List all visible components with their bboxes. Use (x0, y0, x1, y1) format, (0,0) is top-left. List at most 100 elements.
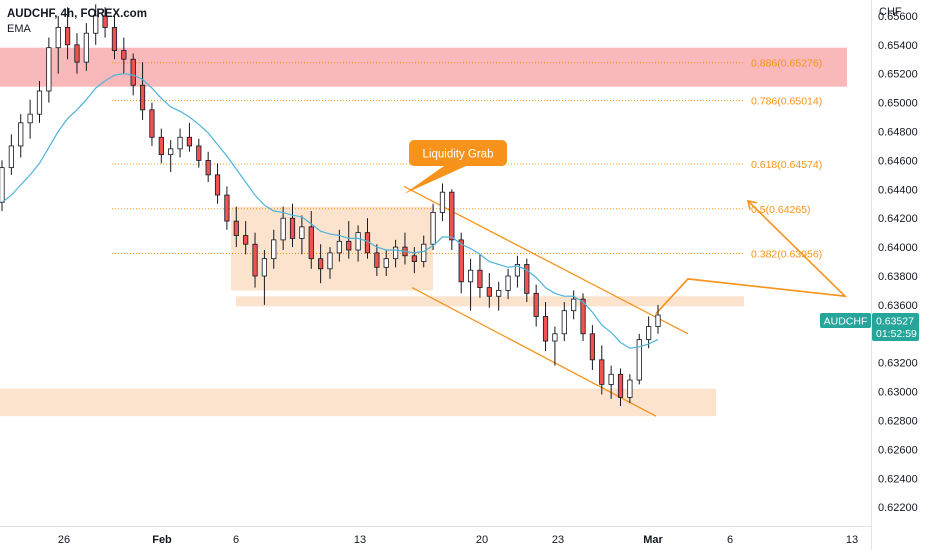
symbol-badge (820, 313, 871, 328)
candle-body (430, 212, 436, 245)
candle-body (121, 50, 127, 60)
price-tick-label: 0.63600 (878, 300, 918, 312)
candle-body (542, 316, 549, 342)
candle-body (158, 136, 164, 156)
candle-body (149, 109, 155, 138)
candle-body (168, 148, 174, 156)
candle-body (374, 252, 380, 268)
time-tick-label: Feb (152, 534, 172, 546)
candle-body (65, 27, 71, 46)
price-tick-label: 0.64400 (878, 184, 918, 196)
candle-body (608, 373, 614, 385)
callout-box (409, 140, 507, 166)
price-tick-label: 0.63000 (878, 387, 918, 399)
price-tick-label: 0.65200 (878, 69, 918, 81)
candle-body (271, 239, 277, 260)
candle-body (46, 47, 52, 92)
zone-demand (0, 388, 716, 417)
time-tick-label: 6 (233, 534, 239, 546)
trend-drawings (403, 185, 848, 417)
time-axis[interactable]: 26 Feb 6 13 20 23 Mar 6 13 (58, 534, 858, 546)
candle-body (477, 269, 483, 288)
candle-body (617, 373, 624, 398)
candle-body (599, 359, 605, 385)
candle-body (139, 84, 146, 111)
candle-body (186, 136, 193, 147)
candle-body (411, 255, 417, 262)
time-tick-label: 20 (476, 534, 488, 546)
candle-body (655, 314, 661, 327)
price-tick-label: 0.65600 (878, 11, 918, 23)
candle-body (102, 15, 108, 28)
candle-body (486, 287, 492, 297)
price-tick-label: 0.63800 (878, 271, 918, 283)
currency-label: CHF (879, 6, 902, 18)
candle-body (421, 243, 427, 262)
candle-body (280, 217, 286, 241)
candle-body (524, 264, 530, 294)
candle-body (580, 298, 586, 335)
price-axis[interactable]: 0.65600 0.65400 0.65200 0.65000 0.64800 0.646… (878, 11, 918, 514)
candles-layer (0, 4, 661, 407)
zones-layer (0, 47, 847, 417)
candle-body (552, 333, 558, 342)
ema-line (1, 73, 659, 349)
candle-body (392, 246, 399, 260)
liquidity-grab-callout: Liquidity Grab (404, 140, 507, 194)
candle-body (467, 269, 474, 283)
candle-body (533, 292, 539, 317)
candle-body (55, 27, 61, 49)
price-tick-label: 0.64800 (878, 127, 918, 139)
candle-body (336, 240, 342, 254)
candle-body (93, 15, 99, 34)
candle-body (561, 310, 567, 335)
symbol-badge-label: AUDCHF (824, 316, 868, 328)
candle-body (571, 298, 577, 312)
price-tick-label: 0.65400 (878, 40, 918, 52)
candle-body (233, 220, 239, 236)
candle-body (627, 379, 633, 398)
candle-body (130, 58, 136, 86)
candle-body (261, 258, 268, 277)
fib-label-0.786: 0.786(0.65014) (751, 96, 822, 108)
chart-title: AUDCHF, 4h, FOREX.com (7, 8, 147, 20)
candle-body (458, 239, 464, 283)
candle-body (196, 145, 202, 161)
candle-body (589, 333, 596, 361)
time-tick-label: 13 (354, 534, 366, 546)
price-tick-label: 0.62400 (878, 473, 918, 485)
time-tick-label: 13 (846, 534, 858, 546)
indicator-legend[interactable]: EMA (7, 23, 32, 35)
zone-support (236, 296, 744, 307)
last-price: 0.63527 (876, 316, 914, 328)
price-badge: AUDCHF 0.63527 01:52:59 (820, 313, 919, 341)
candle-body (355, 232, 361, 251)
candle-body (177, 136, 183, 150)
candle-body (299, 226, 305, 239)
candle-body (383, 258, 389, 268)
candle-body (505, 275, 511, 291)
fib-label-0.5: 0.5(0.64265) (751, 204, 811, 216)
price-tick-label: 0.63200 (878, 358, 918, 370)
candle-body (449, 191, 455, 241)
fib-label-0.886: 0.886(0.65276) (751, 58, 822, 70)
candle-body (327, 252, 333, 270)
candle-body (224, 194, 230, 222)
candle-body (646, 326, 652, 340)
candle-body (27, 113, 33, 124)
time-tick-label: 23 (552, 534, 564, 546)
time-tick-label: 26 (58, 534, 70, 546)
time-tick-label: Mar (643, 534, 663, 546)
candle-body (83, 32, 89, 63)
price-tick-label: 0.62200 (878, 502, 918, 514)
price-tick-label: 0.65000 (878, 98, 918, 110)
candle-body (252, 243, 258, 277)
zone-supply (0, 47, 847, 87)
last-price-badge (872, 313, 919, 341)
price-tick-label: 0.62600 (878, 444, 918, 456)
candle-body (111, 27, 118, 51)
fib-label-0.382: 0.382(0.63956) (751, 248, 822, 260)
candle-body (205, 160, 211, 176)
callout-pointer (404, 166, 466, 194)
